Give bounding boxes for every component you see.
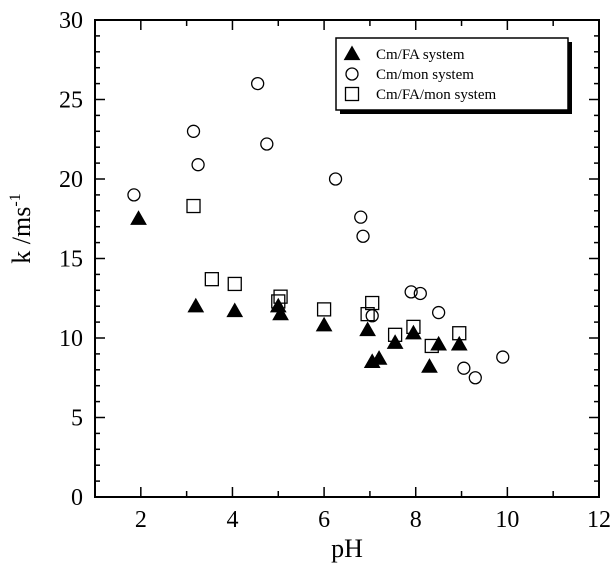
legend-entry: Cm/FA/mon system: [344, 86, 496, 103]
data-point-open-square: [316, 302, 332, 317]
data-point-open-circle: [468, 371, 482, 385]
data-point-open-square: [424, 338, 439, 354]
y-tick-label: 20: [59, 167, 83, 193]
data-point-open-square: [365, 295, 380, 311]
y-tick-label: 30: [59, 8, 83, 34]
data-point-open-circle: [328, 172, 343, 186]
data-point-open-circle: [431, 305, 446, 320]
legend-entries: Cm/FA system Cm/mon system Cm/FA/mon syste…: [343, 45, 496, 103]
x-tick-label: 6: [318, 507, 330, 533]
y-axis-label-main: k /ms: [7, 207, 36, 264]
y-tick-label: 15: [59, 247, 83, 273]
x-tick-label: 4: [226, 507, 238, 533]
data-point-open-circle: [457, 361, 471, 375]
data-point-filled-triangle: [272, 305, 289, 321]
y-tick-label: 5: [71, 406, 83, 432]
data-point-filled-triangle: [370, 350, 388, 365]
data-point-open-circle: [404, 285, 418, 299]
x-axis-label: pH: [331, 534, 363, 563]
legend-label: Cm/mon system: [376, 67, 474, 83]
data-point-open-circle: [127, 188, 141, 202]
data-point-open-square: [186, 198, 201, 214]
legend-marker-filled-triangle: [343, 45, 361, 61]
y-tick-label: 25: [59, 88, 83, 114]
x-tick-label: 12: [587, 507, 611, 533]
data-point-open-circle: [260, 137, 274, 151]
legend-entry: Cm/mon system: [345, 67, 474, 83]
data-point-open-circle: [365, 309, 379, 323]
axis-ticks: [94, 19, 600, 498]
data-points: [127, 76, 510, 385]
data-point-open-square: [360, 306, 375, 322]
tick-labels: 2 4 6 8 10 12 0 5 10 15 20 25 30: [59, 8, 611, 533]
x-tick-label: 10: [495, 507, 519, 533]
data-point-open-square: [227, 276, 242, 292]
x-tick-label: 8: [410, 507, 422, 533]
data-point-open-square: [273, 289, 288, 304]
data-point-open-square: [271, 294, 286, 309]
legend-label: Cm/FA system: [376, 47, 465, 63]
data-point-open-circle: [413, 286, 427, 301]
data-point-open-circle: [251, 76, 265, 91]
data-point-open-circle: [186, 124, 201, 138]
legend-box: [335, 37, 569, 111]
legend: Cm/FA system Cm/mon system Cm/FA/mon syste…: [335, 37, 572, 114]
data-point-filled-triangle: [359, 321, 376, 337]
data-point-filled-triangle: [187, 297, 205, 313]
data-point-open-circle: [191, 158, 205, 172]
data-point-filled-triangle: [450, 335, 468, 351]
data-point-open-circle: [356, 229, 370, 243]
legend-marker-open-square: [344, 86, 360, 102]
x-tick-label: 2: [135, 507, 147, 533]
data-point-filled-triangle: [405, 324, 422, 340]
data-point-filled-triangle: [130, 210, 147, 225]
data-point-filled-triangle: [226, 302, 244, 318]
legend-marker-open-circle: [345, 67, 359, 81]
y-tick-label: 0: [71, 485, 83, 511]
data-point-open-square: [452, 326, 467, 341]
series-3-points: [186, 198, 467, 354]
data-point-open-square: [387, 327, 403, 342]
data-point-open-square: [406, 319, 421, 335]
data-point-open-square: [204, 272, 219, 287]
series-1-points: [130, 210, 468, 373]
series-2-points: [127, 76, 510, 385]
y-axis-label: k /ms-1: [7, 193, 36, 263]
y-axis-label-superscript: -1: [7, 193, 24, 206]
data-point-open-circle: [354, 210, 368, 224]
legend-entry: Cm/FA system: [343, 45, 465, 63]
data-point-open-circle: [496, 350, 510, 364]
data-point-filled-triangle: [421, 358, 438, 373]
y-tick-label: 10: [59, 326, 83, 352]
legend-label: Cm/FA/mon system: [376, 87, 496, 103]
data-point-filled-triangle: [315, 316, 333, 332]
y-axis-label-group: k /ms-1: [7, 193, 36, 263]
